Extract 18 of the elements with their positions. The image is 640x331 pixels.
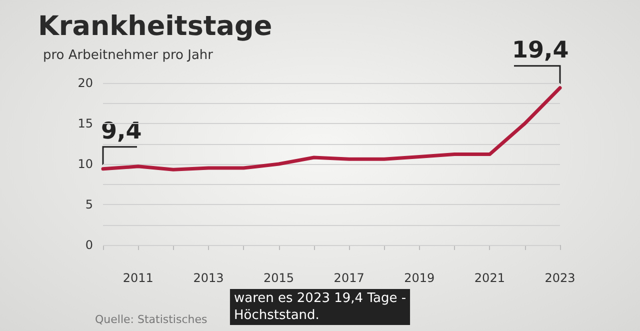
y-tick-label: 0 [85, 238, 93, 252]
text: waren es 2023 19,4 Tage - Höchststand. [234, 291, 406, 323]
x-tick-label: 2017 [334, 271, 364, 285]
x-tick-label: 2013 [193, 271, 224, 285]
x-tick-label: 2015 [263, 271, 294, 285]
y-tick-label: 5 [85, 198, 93, 212]
y-tick-label: 15 [78, 116, 93, 130]
line-series [101, 86, 562, 172]
x-tick-label: 2023 [544, 271, 576, 285]
y-tick-label: 20 [78, 76, 93, 90]
x-tick-label: 2011 [122, 271, 154, 285]
x-tick-label: 2019 [404, 271, 435, 285]
chart-subtitle: pro Arbeitnehmer pro Jahr [43, 48, 214, 63]
x-tick-label: 2021 [474, 271, 505, 285]
y-tick-label: 10 [78, 157, 93, 171]
source-note: Quelle: Statistisches [95, 313, 208, 326]
chart-title: Krankheitstage [38, 11, 272, 42]
annotation: 19,4 [512, 37, 569, 64]
